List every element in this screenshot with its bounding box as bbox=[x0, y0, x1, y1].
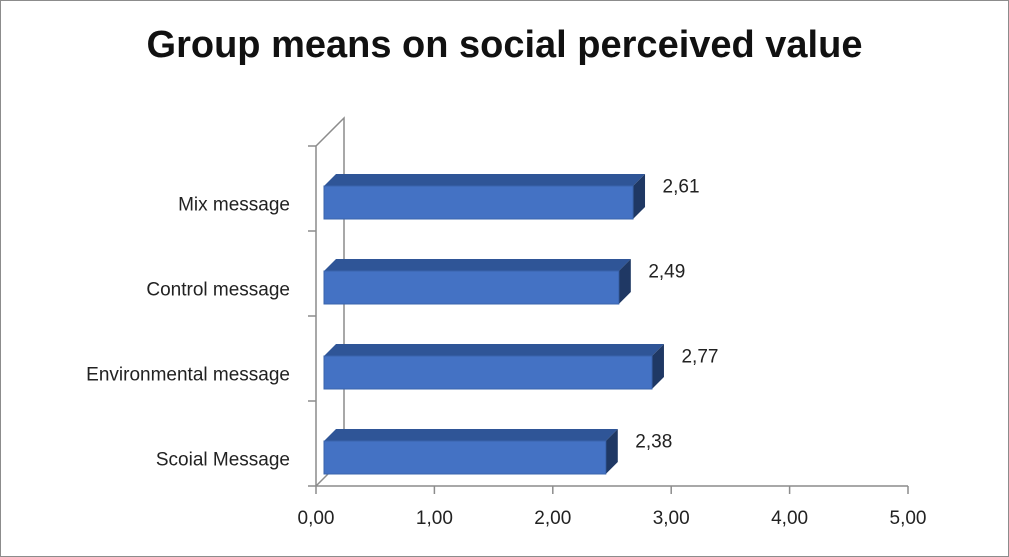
chart-labels: 0,00 1,00 2,00 3,00 4,00 5,00 Scoial Message 2,… bbox=[86, 177, 926, 530]
bar-side bbox=[618, 259, 631, 304]
bar-top bbox=[324, 259, 631, 271]
bar bbox=[323, 270, 620, 305]
chart-bars bbox=[323, 174, 664, 475]
bar-top bbox=[324, 174, 646, 186]
category-label: Scoial Message bbox=[156, 450, 290, 471]
bar bbox=[323, 440, 607, 475]
data-label: 2,38 bbox=[635, 432, 672, 453]
bar-side bbox=[605, 429, 618, 474]
bar-side bbox=[633, 174, 646, 219]
bar-top bbox=[324, 429, 618, 441]
bar bbox=[323, 185, 634, 220]
category-label: Mix message bbox=[178, 195, 290, 216]
x-tick-label: 4,00 bbox=[771, 508, 808, 529]
x-tick-label: 2,00 bbox=[534, 508, 571, 529]
data-label: 2,49 bbox=[648, 262, 685, 283]
x-tick-label: 3,00 bbox=[653, 508, 690, 529]
category-label: Environmental message bbox=[86, 365, 290, 386]
chart-axes bbox=[308, 116, 909, 494]
data-label: 2,61 bbox=[663, 177, 700, 198]
x-tick-label: 1,00 bbox=[416, 508, 453, 529]
x-tick-label: 5,00 bbox=[890, 508, 927, 529]
x-tick-label: 0,00 bbox=[298, 508, 335, 529]
bar-side bbox=[651, 344, 664, 389]
bar bbox=[323, 355, 653, 390]
chart-title: Group means on social perceived value bbox=[146, 24, 863, 66]
data-label: 2,77 bbox=[681, 347, 718, 368]
bar-top bbox=[324, 344, 664, 356]
category-label: Control message bbox=[146, 280, 290, 301]
